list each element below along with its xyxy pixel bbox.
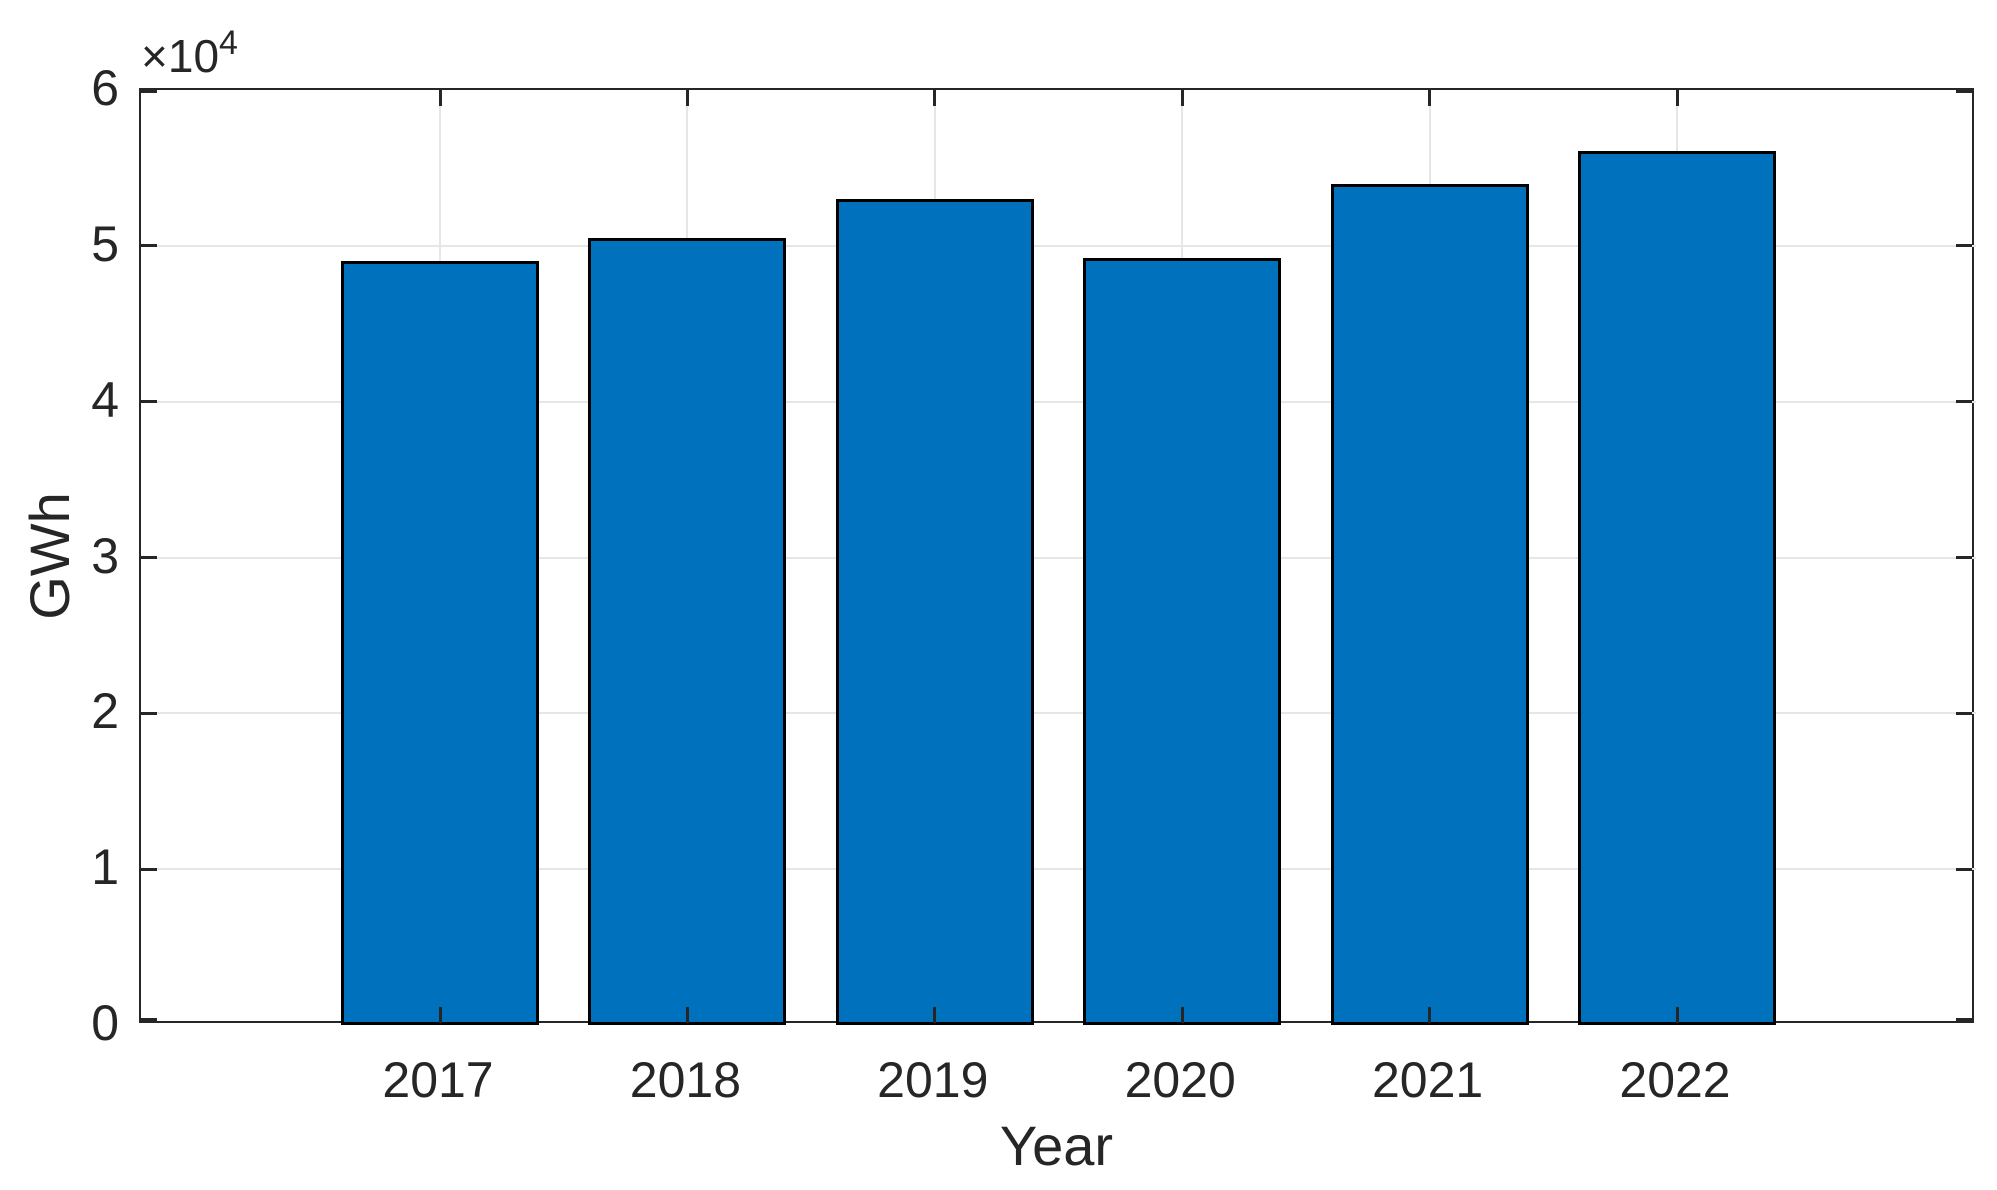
y-tick-mark-left [141,400,157,404]
x-tick-mark-top [1675,90,1679,106]
gridline-horizontal [141,556,1976,559]
y-tick-mark-right [1956,711,1972,715]
x-tick-mark-top [438,90,442,106]
x-tick-mark-top [1180,90,1184,106]
y-tick-label-0: 0 [91,995,119,1051]
x-tick-mark-top [933,90,937,106]
y-axis-exponent-sup: 4 [219,24,238,62]
x-tick-mark-bottom [1428,1007,1432,1023]
x-axis-label: Year [999,1114,1114,1177]
y-axis-exponent-base: ×10 [141,30,220,82]
y-tick-mark-left [141,711,157,715]
x-tick-label-2017: 2017 [382,1052,494,1108]
y-tick-mark-right [1956,1018,1972,1021]
y-tick-label-5: 5 [91,215,119,272]
y-axis-label: GWh [18,491,81,620]
x-tick-label-2018: 2018 [629,1052,742,1108]
gridline-horizontal [141,868,1976,871]
gridline-horizontal [141,244,1976,247]
gridline-horizontal [141,400,1976,403]
x-tick-mark-bottom [1180,1007,1184,1023]
x-tick-label-2019: 2019 [877,1052,989,1108]
bar-2020 [1083,258,1282,1025]
x-tick-mark-bottom [685,1007,689,1023]
plot-area [139,88,1976,1025]
y-tick-mark-right [1956,867,1972,871]
x-tick-mark-top [1428,90,1432,106]
y-tick-label-1: 1 [91,839,119,896]
x-tick-label-2020: 2020 [1124,1052,1236,1108]
x-tick-mark-top [685,90,689,106]
y-tick-mark-right [1956,90,1972,93]
x-tick-mark-bottom [438,1007,442,1023]
x-tick-label-2022: 2022 [1619,1052,1731,1108]
bar-2018 [588,238,787,1025]
y-tick-mark-left [141,1018,157,1021]
y-tick-mark-left [141,244,157,248]
x-tick-label-2021: 2021 [1371,1052,1484,1108]
bar-2019 [835,199,1034,1025]
y-tick-mark-left [141,90,157,93]
y-tick-mark-left [141,867,157,871]
bar-2017 [341,261,539,1025]
y-tick-mark-left [141,556,157,559]
y-tick-mark-right [1956,556,1972,559]
y-tick-label-2: 2 [91,683,119,740]
y-axis-exponent-label: ×104 [141,26,238,79]
y-tick-mark-right [1956,244,1972,248]
x-tick-mark-bottom [933,1007,937,1023]
y-tick-label-4: 4 [91,371,119,428]
y-tick-label-3: 3 [91,527,119,584]
gridline-horizontal [141,712,1976,715]
y-tick-mark-right [1956,400,1972,404]
y-tick-label-6: 6 [91,60,119,116]
x-tick-mark-bottom [1675,1007,1679,1023]
bar-2022 [1578,150,1776,1025]
bar-2021 [1330,183,1529,1025]
